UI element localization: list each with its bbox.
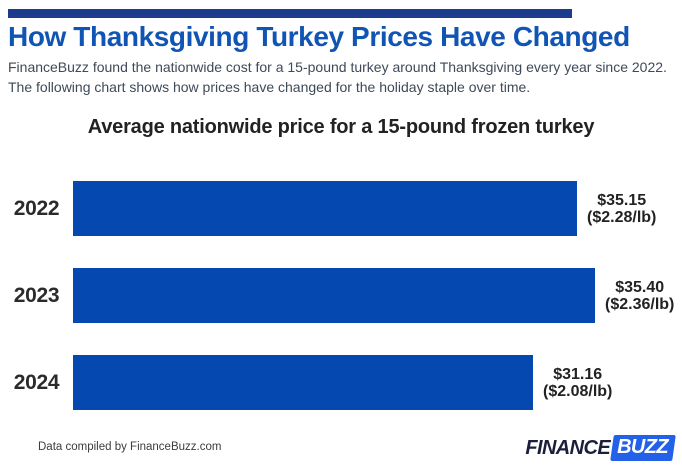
financebuzz-logo: FINANCE BUZZ: [525, 435, 676, 461]
logo-buzz-text: BUZZ: [617, 436, 669, 458]
bar-row: 2023 $35.40 ($2.36/lb): [0, 268, 682, 323]
page-title: How Thanksgiving Turkey Prices Have Chan…: [8, 21, 630, 52]
logo-buzz-badge: BUZZ: [610, 435, 676, 461]
value-price: $35.40: [615, 278, 665, 296]
price-bar: [73, 355, 533, 410]
logo-finance-text: FINANCE: [525, 436, 611, 459]
price-bar: [73, 268, 595, 323]
chart-title: Average nationwide price for a 15-pound …: [87, 116, 595, 138]
data-source-credit: Data compiled by FinanceBuzz.com: [38, 441, 222, 453]
bar-row: 2022 $35.15 ($2.28/lb): [0, 181, 682, 236]
accent-stripe: [8, 9, 572, 18]
year-label: 2023: [13, 283, 60, 307]
value-label: $35.15 ($2.28/lb): [587, 192, 656, 226]
bar-row: 2024 $31.16 ($2.08/lb): [0, 355, 682, 410]
value-price: $35.15: [597, 191, 647, 209]
value-per-lb: ($2.36/lb): [605, 295, 675, 313]
value-label: $35.40 ($2.36/lb): [605, 279, 674, 313]
value-label: $31.16 ($2.08/lb): [543, 366, 612, 400]
value-per-lb: ($2.28/lb): [587, 208, 657, 226]
page-subtitle: FinanceBuzz found the nationwide cost fo…: [8, 59, 667, 95]
value-per-lb: ($2.08/lb): [543, 382, 613, 400]
value-price: $31.16: [553, 365, 603, 383]
year-label: 2024: [13, 370, 60, 394]
price-bar: [73, 181, 577, 236]
year-label: 2022: [13, 196, 60, 220]
